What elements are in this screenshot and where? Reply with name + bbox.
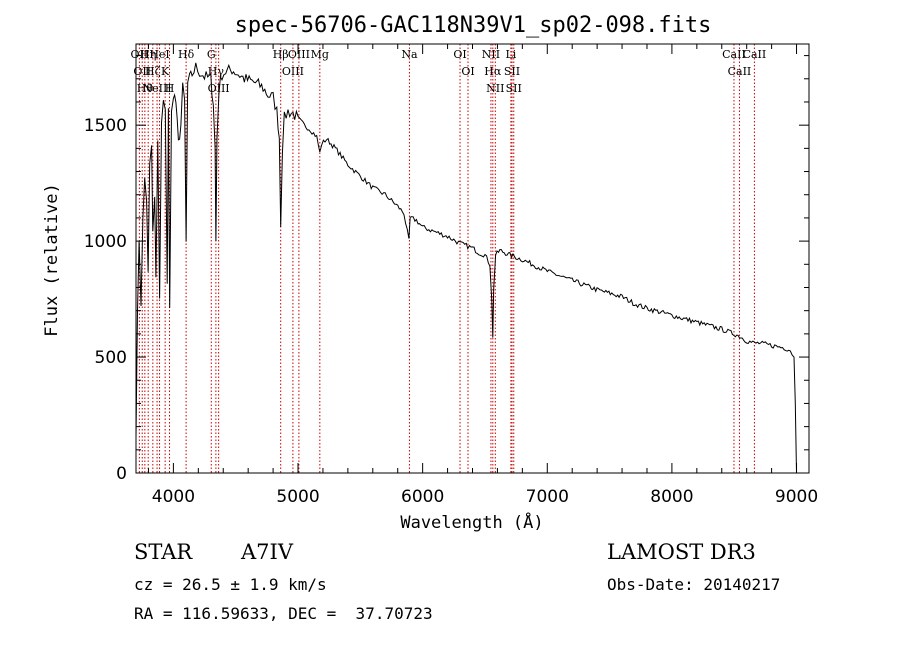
x-tick-label: 6000 xyxy=(401,487,444,507)
feature-label: Hθ xyxy=(137,82,154,95)
feature-label: CaII xyxy=(722,48,746,61)
y-tick-label: 0 xyxy=(116,464,127,484)
feature-label: OI xyxy=(461,65,474,78)
feature-line-group xyxy=(138,44,755,473)
redshift-cz: cz = 26.5 ± 1.9 km/s xyxy=(134,575,327,594)
survey-name: LAMOST DR3 xyxy=(607,540,756,564)
x-tick-label: 9000 xyxy=(775,487,818,507)
x-tick-label: 8000 xyxy=(650,487,693,507)
feature-label: NII xyxy=(486,82,504,95)
chart-title: spec-56706-GAC118N39V1_sp02-098.fits xyxy=(235,13,712,38)
feature-label: Na xyxy=(401,48,418,61)
feature-label: CaII xyxy=(728,65,752,78)
y-tick-label: 1000 xyxy=(84,232,127,252)
feature-label: Hδ xyxy=(178,48,195,61)
y-axis: 0 500 1000 1500 xyxy=(84,55,809,484)
y-tick-label: 500 xyxy=(95,348,127,368)
feature-label: H xyxy=(165,82,175,95)
feature-label: Mg xyxy=(311,48,329,61)
feature-label: G xyxy=(207,48,216,61)
object-class: STAR xyxy=(134,540,193,564)
feature-label: Li xyxy=(505,48,516,61)
x-axis-label: Wavelength (Å) xyxy=(400,511,543,533)
x-axis: 4000 5000 6000 7000 8000 9000 xyxy=(147,44,818,507)
x-tick-label: 7000 xyxy=(526,487,569,507)
feature-label: SII xyxy=(504,65,520,78)
spectrum-line xyxy=(135,62,797,474)
feature-label: CaII xyxy=(743,48,767,61)
feature-label: NII xyxy=(482,48,500,61)
feature-label: OIII xyxy=(208,82,230,95)
x-tick-label: 5000 xyxy=(276,487,319,507)
feature-label: OII xyxy=(133,65,151,78)
plot-frame xyxy=(135,43,810,474)
feature-label: Hη xyxy=(140,48,156,61)
y-axis-label: Flux (relative) xyxy=(42,183,62,337)
subclass: A7IV xyxy=(241,540,293,564)
feature-label: Hγ xyxy=(208,65,225,78)
feature-label: OIII xyxy=(282,65,304,78)
feature-label: NeIII xyxy=(142,82,171,95)
feature-label: OI xyxy=(453,48,466,61)
feature-label: OIII xyxy=(288,48,310,61)
feature-label: HeI xyxy=(149,48,169,61)
feature-label: Hζ xyxy=(145,65,161,78)
feature-label: K xyxy=(161,65,170,78)
feature-label: SII xyxy=(506,82,522,95)
obs-date: Obs-Date: 20140217 xyxy=(607,575,781,594)
feature-label: OII xyxy=(131,48,149,61)
coordinates: RA = 116.59633, DEC = 37.70723 xyxy=(134,604,433,623)
feature-label: Hα xyxy=(484,65,502,78)
y-tick-label: 1500 xyxy=(84,116,127,136)
x-tick-label: 4000 xyxy=(152,487,195,507)
feature-label: Hβ xyxy=(273,48,289,61)
